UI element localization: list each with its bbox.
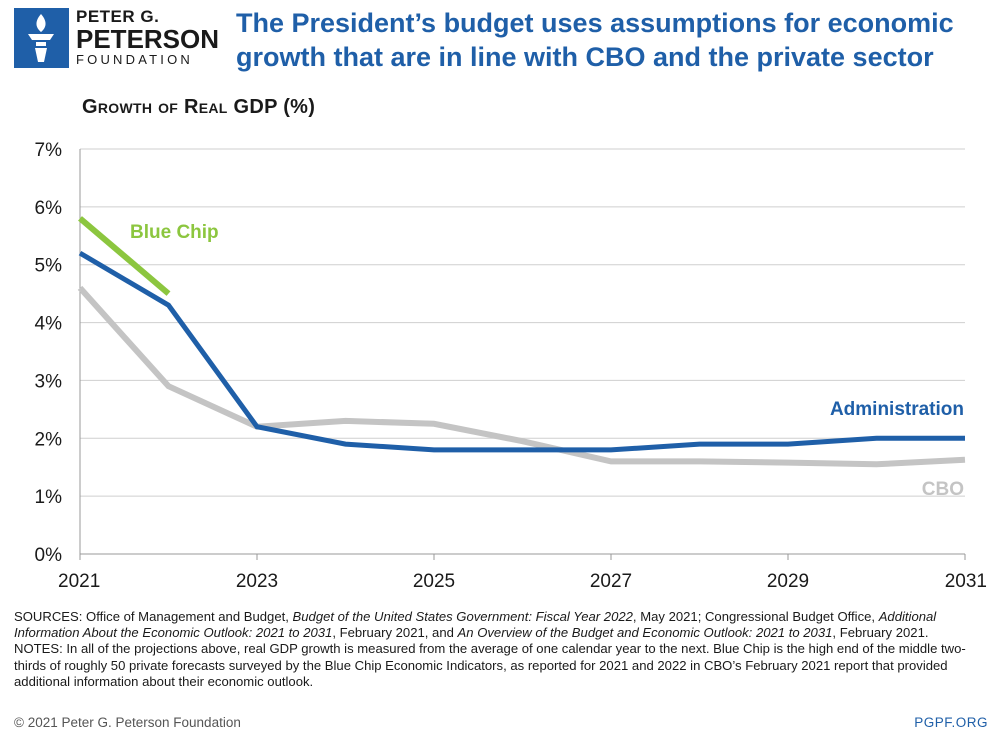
y-tick-label: 0% [35,545,63,566]
x-tick-label: 2021 [58,571,100,592]
notes-block: SOURCES: Office of Management and Budget… [14,609,989,690]
sources-prefix: SOURCES: Office of Management and Budget… [14,609,293,624]
x-tick-label: 2027 [590,571,632,592]
headline: The President’s budget uses assumptions … [236,8,954,72]
series-lines [77,216,966,468]
gdp-growth-chart: 0% 1% 2% 3% 4% 5% 6% 7% 2021 2023 2025 2027 2029 2031… [35,140,987,592]
torch-logo-icon [14,8,69,68]
y-tick-label: 2% [35,429,63,450]
x-tick-label: 2031 [945,571,987,592]
sources-title-1: Budget of the United States Government: … [292,609,633,624]
logo-line-3: FOUNDATION [76,52,193,67]
x-tick-label: 2023 [236,571,278,592]
series-label-blue-chip: Blue Chip [130,222,219,243]
sources-mid-1: , May 2021; Congressional Budget Office, [632,609,879,624]
gridlines [80,148,965,497]
y-tick-label: 6% [35,198,63,219]
series-label-administration: Administration [830,399,964,420]
sources-end: , February 2021. [832,625,929,641]
sources-title-3: An Overview of the Budget and Economic O… [457,625,833,641]
series-line-blue-chip [78,216,171,296]
series-line-administration [78,250,965,453]
notes-paragraph: NOTES: In all of the projections above, … [14,641,966,689]
y-tick-label: 7% [35,140,63,161]
axes [79,149,966,560]
logo-line-1: PETER G. [76,7,160,26]
y-tick-label: 1% [35,487,63,508]
sources-mid-2: , February 2021, and [332,625,458,641]
chart-title: Growth of Real GDP (%) [82,96,316,118]
series-line-cbo [77,285,966,468]
copyright: © 2021 Peter G. Peterson Foundation [14,715,241,730]
x-tick-label: 2025 [413,571,455,592]
site-link[interactable]: PGPF.ORG [914,715,988,730]
sources-paragraph: SOURCES: Office of Management and Budget… [14,609,989,641]
peterson-foundation-logo: PETER G. PETERSON FOUNDATION [14,8,219,70]
y-tick-label: 3% [35,371,63,392]
logo-line-2: PETERSON [76,24,220,54]
tick-labels: 0% 1% 2% 3% 4% 5% 6% 7% 2021 2023 2025 2027 2029 2031 [35,140,987,592]
series-labels: CBO Administration Blue Chip [130,222,964,500]
y-tick-label: 5% [35,256,63,277]
sources-title-2: Additional Information About the Economi… [14,609,937,641]
y-tick-label: 4% [35,314,63,335]
x-tick-label: 2029 [767,571,809,592]
series-label-cbo: CBO [922,479,964,500]
